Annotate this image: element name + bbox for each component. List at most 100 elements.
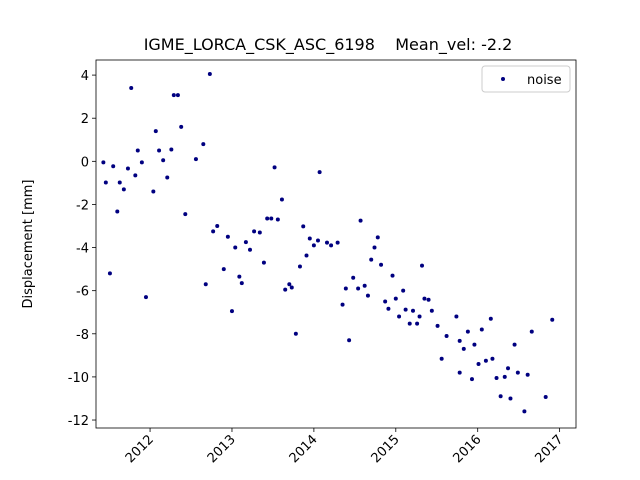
data-point [111,164,116,169]
data-point [133,173,138,178]
data-point [508,396,513,401]
data-point [390,273,395,278]
data-point [269,216,274,221]
data-point [365,293,370,298]
data-point [221,267,226,272]
data-point [525,372,530,377]
data-point [335,240,340,245]
data-point [171,93,176,98]
data-point [252,229,257,234]
x-tick-label: 2016 [451,432,485,466]
data-point [435,323,440,328]
data-point [117,180,122,185]
data-point [329,243,334,248]
data-point [407,321,412,326]
data-point [243,240,248,245]
data-point [304,253,309,258]
data-point [139,160,144,165]
data-point [289,285,294,290]
data-point [207,72,212,77]
y-tick-label: -8 [76,328,89,343]
data-point [183,212,188,217]
data-point [279,197,284,202]
data-point [121,187,126,192]
data-point [317,170,322,175]
data-point [211,229,216,234]
data-point [472,342,477,347]
chart-title: IGME_LORCA_CSK_ASC_6198 Mean_vel: -2.2 [144,35,513,55]
data-point [515,370,520,375]
data-point [369,257,374,262]
y-tick-label: -6 [76,285,89,300]
data-point [233,245,238,250]
data-point [543,394,548,399]
data-point [347,338,352,343]
data-point [225,234,230,239]
data-point [426,297,431,302]
data-point [165,175,170,180]
data-point [311,243,316,248]
data-point [343,286,348,291]
data-point [379,262,384,267]
data-point [397,314,402,319]
data-point [393,296,398,301]
x-tick-label: 2013 [205,432,239,466]
data-point [257,230,262,235]
data-point [417,314,422,319]
data-point [351,275,356,280]
data-point [175,93,180,98]
data-point [265,216,270,221]
y-tick-label: 2 [81,112,89,127]
x-tick-label: 2014 [287,432,321,466]
legend-marker [501,77,505,81]
data-point [115,209,120,214]
data-point [457,338,462,343]
data-point [237,274,242,279]
data-point [169,147,174,152]
data-point [297,264,302,269]
data-point [215,223,220,228]
data-point [293,331,298,336]
data-point [457,370,462,375]
x-tick-label: 2015 [369,432,403,466]
data-point [283,287,288,292]
x-tick-label: 2012 [123,432,157,466]
data-point [410,308,415,313]
data-point [498,394,503,399]
data-point [386,306,391,311]
data-point [324,240,329,245]
data-point [161,158,166,163]
data-point [444,333,449,338]
legend: noise [481,65,571,93]
data-point [340,302,345,307]
data-point [129,86,134,91]
y-tick-label: -2 [76,198,89,213]
legend-label: noise [527,73,562,88]
data-point [490,356,495,361]
data-point [356,286,361,291]
data-point [261,260,266,265]
data-point [550,317,555,322]
y-tick-label: 0 [81,155,89,170]
data-point [301,224,306,229]
data-point [506,366,511,371]
data-point [153,129,158,134]
data-point [479,327,484,332]
data-point [287,282,292,287]
data-point [488,316,493,321]
data-point [179,124,184,129]
data-point [529,329,534,334]
data-point [512,342,517,347]
data-point [135,148,140,153]
data-point [403,307,408,312]
data-point [203,282,208,287]
data-point [275,217,280,222]
data-point [401,288,406,293]
data-point [101,160,106,165]
y-axis-label: Displacement [mm] [21,180,36,309]
data-point [229,309,234,314]
data-point [522,409,527,414]
data-point [125,166,130,171]
data-point [415,321,420,326]
